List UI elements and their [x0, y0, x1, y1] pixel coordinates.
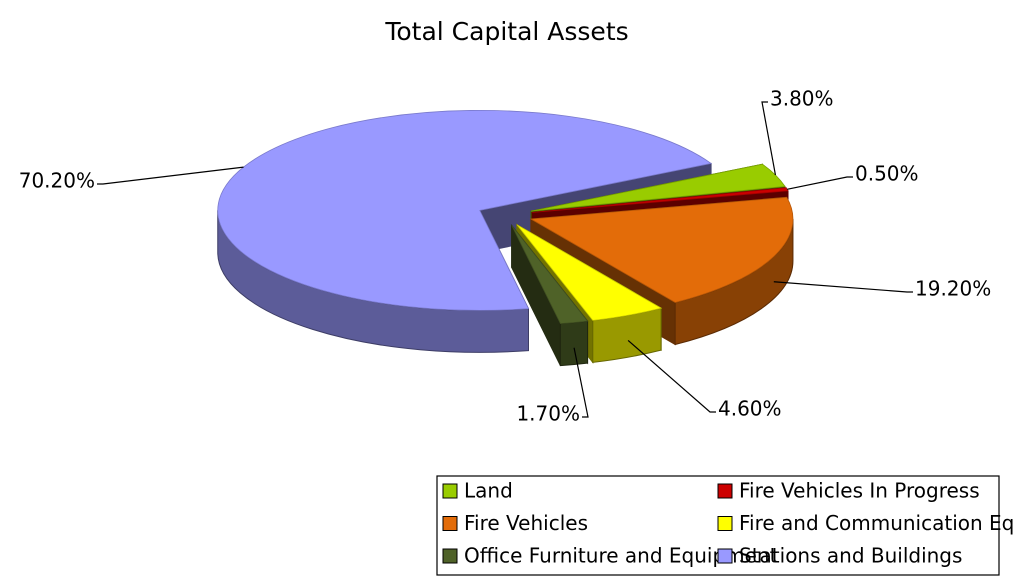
- legend-swatch: [717, 516, 733, 531]
- legend-label: Land: [464, 479, 513, 503]
- pie-tops: [217, 109, 794, 325]
- legend-label: Fire and Communication Equipment: [739, 511, 1015, 535]
- leader-line: [97, 166, 244, 185]
- leader-line: [761, 101, 777, 176]
- leader-line: [573, 347, 589, 418]
- legend-label: Fire Vehicles: [464, 511, 588, 535]
- leader-line: [627, 339, 716, 413]
- legend-label: Fire Vehicles In Progress: [739, 479, 980, 503]
- data-label: 3.80%: [770, 87, 834, 111]
- data-label: 4.60%: [718, 397, 782, 421]
- slice: [529, 196, 794, 303]
- data-label: 0.50%: [855, 162, 919, 186]
- chart-title: Total Capital Assets: [384, 17, 628, 46]
- data-label: 1.70%: [516, 402, 580, 426]
- legend-swatch: [717, 483, 733, 499]
- legend-swatch: [442, 548, 458, 564]
- data-label: 70.20%: [19, 169, 95, 193]
- legend-swatch: [442, 483, 458, 499]
- slice: [532, 187, 789, 213]
- leader-line: [773, 281, 913, 293]
- legend-label: Stations and Buildings: [739, 544, 962, 568]
- data-label: 19.20%: [915, 277, 991, 301]
- slice-wall: [559, 320, 589, 367]
- data-labels: 3.80% 0.50% 19.20% 4.60% 1.70% 70.20%: [19, 87, 992, 426]
- legend-swatch: [717, 548, 733, 564]
- slice: [516, 224, 663, 321]
- legend-swatch: [442, 516, 458, 531]
- leader-line: [786, 176, 853, 190]
- slice: [511, 225, 589, 325]
